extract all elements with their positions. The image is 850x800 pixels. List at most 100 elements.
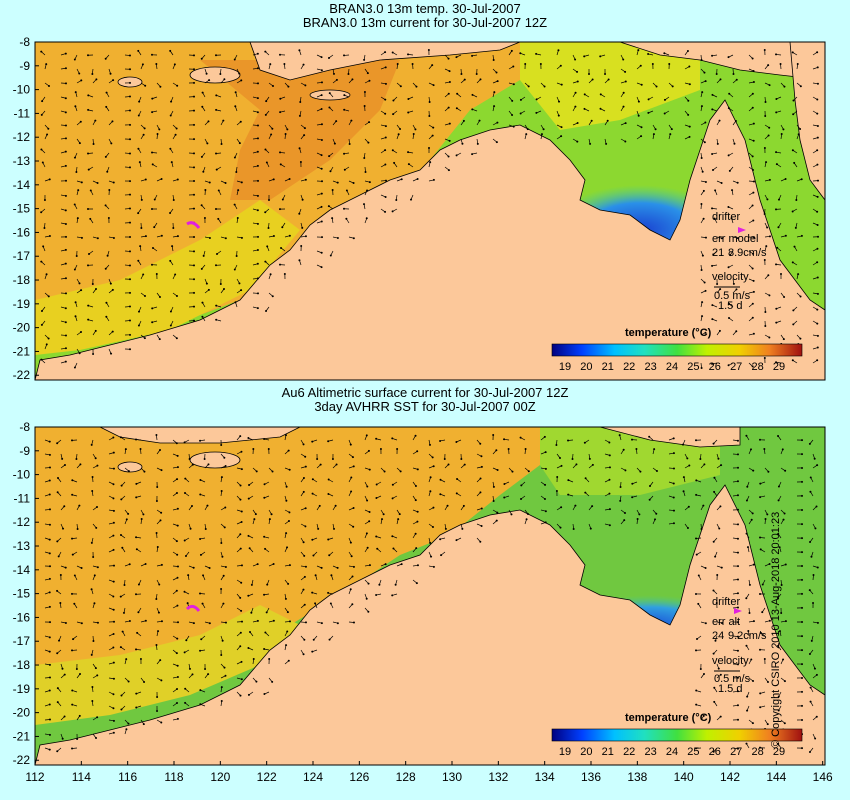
current-arrow-head [320,94,323,97]
current-arrow-head [748,611,751,614]
current-arrow-head [73,156,76,159]
current-arrow-head [264,211,267,214]
current-arrow-head [128,109,131,112]
current-arrow-head [695,493,698,496]
panel1-title: BRAN3.0 13m temp. 30-Jul-2007 BRAN3.0 13… [0,2,850,30]
current-arrow-head [256,111,259,114]
current-arrow-head [176,637,179,640]
y-tick-label: -13 [13,539,31,553]
current-arrow-head [736,237,739,240]
current-arrow-head [801,621,803,624]
current-arrow-head [266,583,269,586]
current-arrow-head [480,465,483,468]
current-arrow-head [217,189,220,192]
current-arrow-head [128,291,131,294]
current-arrow-head [496,468,499,471]
current-arrow-head [151,307,154,310]
current-arrow-head [40,113,43,116]
current-arrow-head [352,506,355,509]
current-arrow-head [87,264,90,267]
current-arrow-head [174,273,177,276]
current-arrow-head [112,731,115,734]
current-arrow-head [384,136,387,139]
current-arrow-head [583,93,586,96]
current-arrow-head [519,436,522,439]
current-arrow-head [137,147,140,150]
current-arrow-head [301,198,304,201]
current-arrow-head [384,82,387,85]
current-arrow-head [109,72,112,75]
current-arrow-head [701,301,704,304]
current-arrow-head [366,499,369,502]
current-arrow-head [392,113,395,116]
y-tick-label: -10 [13,83,31,97]
current-arrow-head [382,513,385,516]
current-arrow-head [252,448,255,451]
current-arrow-head [768,336,771,339]
current-arrow-head [93,574,96,577]
current-arrow-head [783,85,786,88]
current-arrow-head [207,288,210,291]
current-arrow-head [137,259,140,262]
current-arrow-head [265,100,268,103]
current-arrow-head [64,222,67,225]
current-arrow-head [240,79,243,82]
current-arrow-head [250,583,253,586]
current-arrow-head [128,207,131,210]
current-arrow-head [288,468,291,471]
current-arrow-head [155,644,158,647]
current-arrow-head [391,437,394,440]
current-arrow-head [663,112,666,115]
current-arrow-head [526,513,529,516]
current-arrow-head [367,610,370,613]
current-arrow-head [301,226,304,229]
current-arrow-head [128,180,131,183]
current-arrow-head [800,480,803,483]
current-arrow-head [647,98,650,101]
current-arrow-head [64,321,67,324]
current-arrow-head [320,69,323,72]
current-arrow-head [495,71,498,74]
current-arrow-head [64,164,67,167]
current-arrow-head [328,638,331,641]
current-arrow-head [74,301,77,304]
current-arrow-head [92,639,95,642]
current-arrow-head [461,142,464,145]
current-arrow-head [172,198,175,201]
current-arrow-head [75,457,78,460]
current-arrow-head [440,554,443,557]
current-arrow-head [736,480,739,483]
current-arrow-head [215,54,218,57]
panel2-drifter-track [185,604,201,612]
current-arrow-head [105,315,108,318]
current-arrow-head [135,692,138,695]
current-arrow-head [128,250,131,253]
current-arrow-head [797,133,800,136]
current-arrow-head [128,278,131,281]
current-arrow-head [248,547,251,550]
current-arrow-head [87,152,90,155]
current-arrow-head [143,127,146,130]
current-arrow-head [686,457,689,460]
current-arrow-head [703,141,706,144]
current-arrow-head [121,546,124,549]
current-arrow-head [240,236,243,239]
current-arrow-head [448,70,451,73]
current-arrow-head [717,667,720,670]
current-arrow-head [135,706,138,709]
panel1-island-3 [309,89,351,101]
current-arrow-head [144,178,147,181]
current-arrow-head [256,209,259,212]
current-arrow-head [48,748,51,751]
current-arrow-head [752,332,755,335]
current-arrow-head [345,189,348,192]
current-arrow-head [151,263,154,266]
panel2-colorbar-ticks: 19 20 21 22 23 24 25 26 27 28 29 [559,746,785,758]
current-arrow-head [431,526,434,529]
x-tick-label: 136 [581,770,601,784]
current-arrow-head [764,518,767,521]
current-arrow-head [105,91,108,94]
current-arrow-head [320,154,323,157]
current-arrow-head [343,152,346,155]
current-arrow-head [328,92,331,95]
